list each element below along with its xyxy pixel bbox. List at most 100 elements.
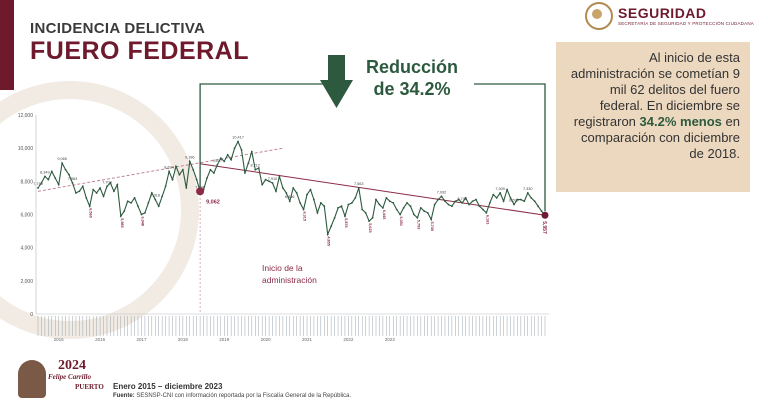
year-label: 2021 bbox=[302, 337, 313, 342]
data-label: 5,625 bbox=[368, 223, 372, 233]
data-point bbox=[88, 205, 91, 208]
source-label: Fuente: bbox=[113, 393, 135, 399]
data-point bbox=[95, 192, 98, 194]
data-label: 7,330 bbox=[523, 187, 533, 191]
data-point bbox=[347, 203, 350, 206]
data-point bbox=[457, 198, 460, 201]
data-label: 8,712 bbox=[251, 164, 261, 168]
data-point bbox=[361, 208, 364, 211]
data-label: 8,624 bbox=[164, 165, 174, 169]
data-point bbox=[399, 213, 402, 216]
end-marker bbox=[541, 211, 549, 219]
data-point bbox=[513, 203, 515, 206]
data-point bbox=[78, 190, 81, 193]
data-point bbox=[85, 197, 88, 199]
annotation-line1: Inicio de la bbox=[262, 263, 303, 273]
data-point bbox=[268, 180, 270, 183]
year-label: 2023 bbox=[385, 337, 396, 342]
data-label: 4,855 bbox=[327, 236, 331, 246]
data-point bbox=[92, 188, 95, 191]
data-point bbox=[250, 150, 253, 153]
data-point bbox=[499, 192, 502, 194]
data-point bbox=[264, 178, 267, 181]
data-label: 6,445 bbox=[382, 210, 386, 220]
data-point bbox=[47, 178, 50, 181]
data-point bbox=[285, 192, 288, 194]
data-point bbox=[150, 192, 153, 194]
data-label: 7,708 bbox=[102, 180, 112, 184]
data-label: 6,315 bbox=[303, 212, 307, 222]
data-point bbox=[292, 187, 295, 189]
data-point bbox=[271, 182, 274, 184]
data-point bbox=[313, 198, 315, 201]
data-label: 7,318 bbox=[151, 194, 161, 198]
data-point bbox=[354, 197, 357, 199]
background-ornament bbox=[0, 81, 199, 339]
data-point bbox=[419, 206, 422, 209]
year-label: 2018 bbox=[178, 337, 189, 342]
data-point bbox=[144, 211, 146, 214]
year-label: 2022 bbox=[343, 337, 354, 342]
data-point bbox=[447, 203, 450, 206]
info-text-part1: Al inicio de esta administración se come… bbox=[570, 50, 740, 129]
year-label: 2020 bbox=[261, 337, 272, 342]
data-point bbox=[99, 187, 101, 189]
brand-subtitle: SECRETARÍA DE SEGURIDAD Y PROTECCIÓN CIU… bbox=[618, 20, 754, 26]
data-point bbox=[378, 203, 381, 206]
year-label: 2015 bbox=[54, 337, 65, 342]
data-point bbox=[106, 185, 108, 188]
data-point bbox=[116, 183, 119, 186]
data-point bbox=[333, 216, 336, 219]
data-label: 5,876 bbox=[344, 218, 348, 228]
data-point bbox=[233, 147, 236, 150]
data-point bbox=[212, 172, 215, 174]
data-point bbox=[468, 203, 471, 206]
end-value-label: 5,957 bbox=[541, 221, 547, 234]
data-point bbox=[50, 170, 53, 173]
data-point bbox=[112, 190, 115, 193]
data-point bbox=[133, 197, 136, 199]
data-point bbox=[154, 198, 157, 201]
data-point bbox=[444, 200, 446, 203]
data-point bbox=[164, 185, 167, 188]
y-tick-label: 4,000 bbox=[20, 246, 33, 252]
data-point bbox=[140, 213, 143, 216]
data-label: 7,563 bbox=[354, 182, 364, 186]
series-line bbox=[37, 140, 546, 237]
start-marker bbox=[196, 187, 205, 196]
data-point bbox=[478, 205, 481, 208]
data-point bbox=[375, 198, 377, 201]
data-point bbox=[344, 215, 346, 218]
data-point bbox=[147, 201, 150, 204]
y-tick-label: 6,000 bbox=[20, 213, 33, 219]
data-point bbox=[123, 210, 126, 213]
y-tick-label: 8,000 bbox=[20, 179, 33, 185]
info-text-part2: en comparación con diciembre de 2018. bbox=[581, 114, 740, 161]
left-accent-bar bbox=[0, 0, 14, 90]
data-point bbox=[506, 188, 508, 191]
data-point bbox=[526, 192, 529, 194]
data-point bbox=[195, 178, 198, 181]
brand-logo: SEGURIDAD SECRETARÍA DE SEGURIDAD Y PROT… bbox=[585, 2, 754, 30]
year-label: 2016 bbox=[95, 337, 106, 342]
bracket-left bbox=[199, 83, 350, 188]
y-tick-label: 0 bbox=[30, 312, 33, 318]
data-label: 9,065 bbox=[57, 157, 67, 161]
info-box: Al inicio de esta administración se come… bbox=[556, 42, 750, 192]
data-point bbox=[216, 163, 219, 166]
data-point bbox=[71, 182, 74, 184]
data-label: 7,745 bbox=[33, 182, 43, 186]
data-point bbox=[388, 200, 391, 203]
data-point bbox=[288, 200, 291, 203]
data-label: 6,836 bbox=[285, 195, 295, 199]
data-label: 6,163 bbox=[485, 215, 489, 225]
data-label: 6,590 bbox=[509, 199, 519, 203]
page-title: FUERO FEDERAL bbox=[30, 37, 249, 65]
data-point bbox=[368, 220, 371, 223]
data-point bbox=[381, 206, 384, 209]
arrow-down-icon bbox=[320, 55, 353, 108]
data-point bbox=[278, 175, 281, 178]
data-point bbox=[309, 188, 312, 191]
data-point bbox=[295, 192, 298, 194]
